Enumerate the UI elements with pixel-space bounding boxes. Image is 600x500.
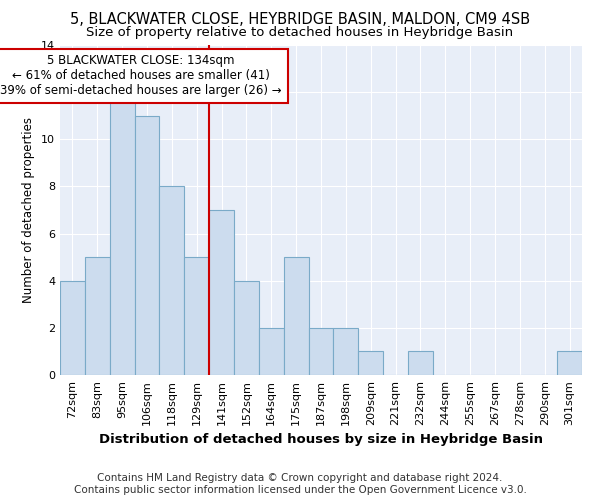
Bar [408,352,433,375]
Bar [308,328,334,375]
X-axis label: Distribution of detached houses by size in Heybridge Basin: Distribution of detached houses by size … [99,434,543,446]
Bar [334,328,358,375]
Bar [60,280,85,375]
Y-axis label: Number of detached properties: Number of detached properties [22,117,35,303]
Text: Size of property relative to detached houses in Heybridge Basin: Size of property relative to detached ho… [86,26,514,39]
Bar [110,92,134,375]
Bar [209,210,234,375]
Bar [184,257,209,375]
Bar [259,328,284,375]
Bar [134,116,160,375]
Bar [557,352,582,375]
Text: 5, BLACKWATER CLOSE, HEYBRIDGE BASIN, MALDON, CM9 4SB: 5, BLACKWATER CLOSE, HEYBRIDGE BASIN, MA… [70,12,530,28]
Text: Contains HM Land Registry data © Crown copyright and database right 2024.
Contai: Contains HM Land Registry data © Crown c… [74,474,526,495]
Bar [284,257,308,375]
Bar [358,352,383,375]
Bar [160,186,184,375]
Bar [234,280,259,375]
Text: 5 BLACKWATER CLOSE: 134sqm
← 61% of detached houses are smaller (41)
39% of semi: 5 BLACKWATER CLOSE: 134sqm ← 61% of deta… [0,54,281,98]
Bar [85,257,110,375]
